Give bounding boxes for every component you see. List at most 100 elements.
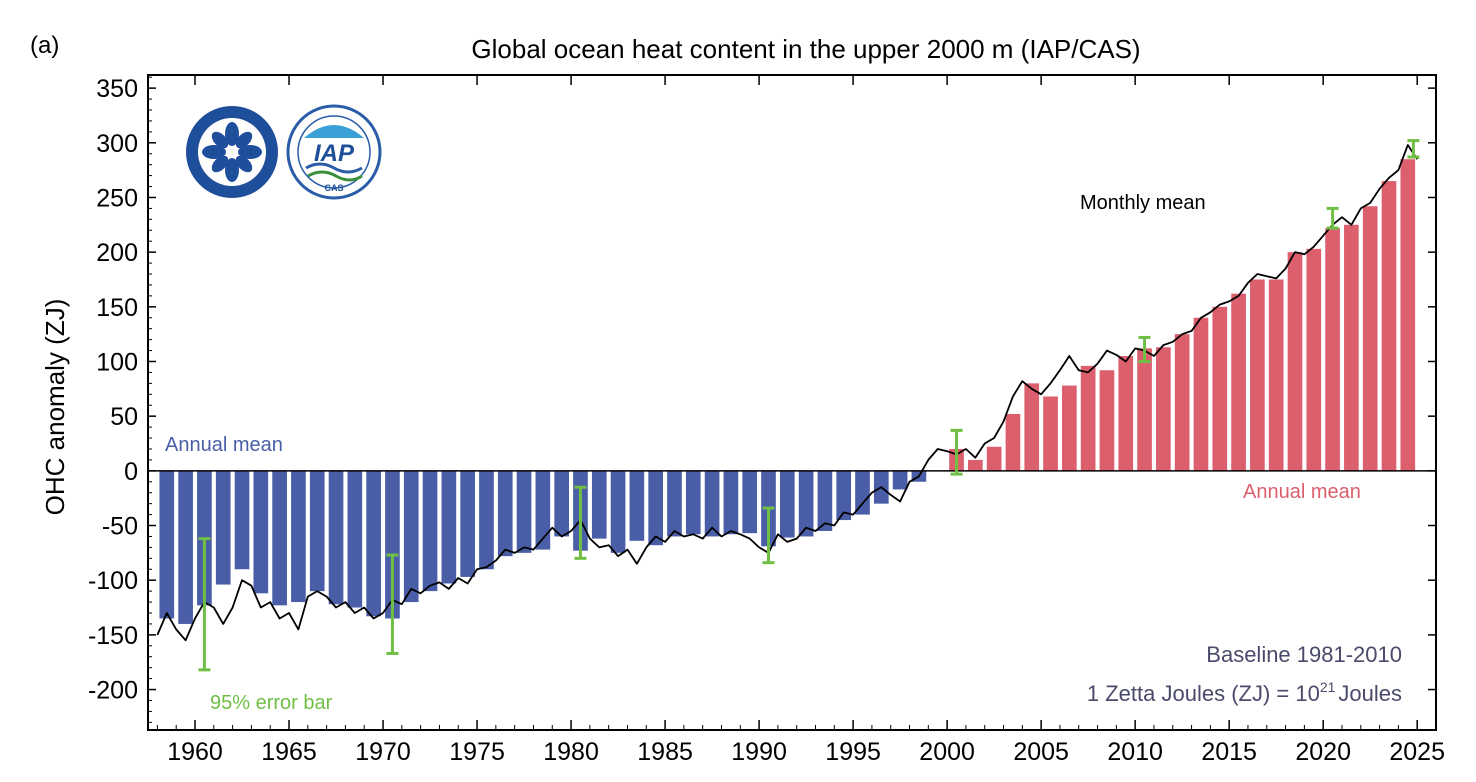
annual-bar: [309, 470, 325, 592]
annual-bar: [253, 470, 269, 594]
x-tick-label: 1975: [449, 738, 505, 766]
annual-bar: [648, 470, 664, 546]
annual-bar: [1174, 334, 1190, 471]
monthly-line-layer: [156, 144, 1418, 642]
annual-bar: [1250, 279, 1265, 471]
annual-bar: [779, 470, 795, 538]
annual-bar: [892, 470, 908, 490]
zj-note-suffix: Joules: [1338, 681, 1402, 706]
annual-mean-negative-label: Annual mean: [165, 434, 283, 456]
annual-bar: [347, 470, 363, 608]
x-tick-label: 1980: [543, 738, 599, 766]
y-tick-label: 0: [124, 458, 138, 486]
y-tick-label: -200: [88, 677, 138, 705]
cas-logo: [186, 106, 278, 198]
y-tick-label: 50: [110, 403, 138, 431]
y-tick-label: -150: [88, 622, 138, 650]
error-bar: [386, 553, 399, 655]
annual-bar: [460, 470, 475, 577]
annual-bar: [1080, 365, 1096, 471]
y-tick-label: 350: [96, 75, 138, 103]
x-tick-label: 1990: [731, 738, 787, 766]
annual-bar: [667, 470, 682, 537]
x-tick-label: 1965: [261, 738, 317, 766]
annual-bar: [178, 470, 193, 624]
baseline-note: Baseline 1981-2010: [1206, 642, 1402, 667]
x-tick-label: 1960: [167, 738, 223, 766]
error-bar: [198, 537, 211, 672]
x-tick-label: 2020: [1295, 738, 1351, 766]
annual-bar: [1099, 370, 1115, 471]
error-bar: [1138, 335, 1151, 363]
annual-bar: [591, 470, 607, 539]
iap-logo-text: IAP: [314, 140, 355, 167]
error-bar: [1407, 139, 1420, 159]
annual-bar: [610, 470, 626, 553]
annual-bar: [385, 470, 400, 619]
annual-bar: [855, 470, 870, 515]
annual-bar: [441, 470, 457, 584]
annual-bar: [234, 470, 250, 570]
y-tick-label: 200: [96, 239, 138, 267]
annual-bar: [629, 470, 645, 541]
chart-title: Global ocean heat content in the upper 2…: [471, 34, 1140, 64]
annual-bar: [1005, 413, 1021, 471]
annual-bar: [516, 470, 532, 553]
x-tick-label: 2025: [1389, 738, 1445, 766]
annual-bar: [1043, 396, 1058, 471]
monthly-mean-line: [156, 144, 1418, 642]
annual-bar: [704, 470, 720, 537]
monthly-mean-label: Monthly mean: [1080, 192, 1206, 214]
error-bar: [762, 506, 775, 565]
x-tick-label: 2015: [1201, 738, 1257, 766]
annual-bar: [1062, 385, 1077, 471]
y-axis-label: OHC anomaly (ZJ): [40, 299, 70, 516]
annual-bar: [1325, 228, 1340, 471]
x-tick-label: 2000: [919, 738, 975, 766]
annual-bar: [291, 470, 306, 603]
annual-bar: [798, 470, 814, 537]
error-bar: [574, 485, 587, 560]
annual-bar: [1362, 206, 1378, 471]
y-tick-label: 150: [96, 294, 138, 322]
error-bar: [1326, 206, 1339, 230]
annual-bar: [967, 459, 983, 471]
zj-note-exponent: 21: [1320, 679, 1336, 695]
annual-bar: [1344, 224, 1359, 471]
annual-bar: [1268, 279, 1284, 471]
annual-bar: [328, 470, 344, 605]
annual-bar: [403, 470, 419, 603]
annual-bar: [215, 470, 231, 585]
annual-bar: [723, 470, 739, 535]
annual-bar: [742, 470, 758, 534]
x-tick-label: 1985: [637, 738, 693, 766]
annual-bar: [535, 470, 551, 550]
annual-bar: [272, 470, 287, 606]
annual-bar: [685, 470, 701, 535]
zj-note: 1 Zetta Joules (ZJ) = 1021 Joules: [1087, 679, 1402, 706]
annual-bar: [1231, 293, 1246, 471]
annual-bar: [1287, 252, 1303, 471]
x-tick-label: 2005: [1013, 738, 1069, 766]
annual-bar: [1306, 248, 1322, 471]
y-tick-label: -50: [102, 513, 138, 541]
x-tick-label: 1995: [825, 738, 881, 766]
annual-bar: [836, 470, 852, 521]
x-tick-label: 2010: [1107, 738, 1163, 766]
iap-globe-icon: [304, 125, 364, 182]
y-tick-label: 100: [96, 348, 138, 376]
annual-bar: [366, 470, 381, 617]
annual-bar: [1137, 348, 1152, 471]
annual-bar: [554, 470, 569, 537]
bar-layer: [159, 159, 1416, 624]
axes-layer: -200 -150 -100 -50 0 50 100 150 200 250 300 350 1960…: [88, 74, 1445, 766]
annual-bar: [1381, 181, 1397, 471]
y-tick-label: 300: [96, 130, 138, 158]
annual-mean-positive-label: Annual mean: [1243, 481, 1361, 503]
error-bar-layer: [198, 139, 1420, 672]
annual-bar: [159, 470, 175, 619]
annual-bar: [1212, 306, 1228, 471]
cas-flower-icon: [202, 122, 262, 182]
iap-logo-sub: CAS: [324, 183, 343, 193]
